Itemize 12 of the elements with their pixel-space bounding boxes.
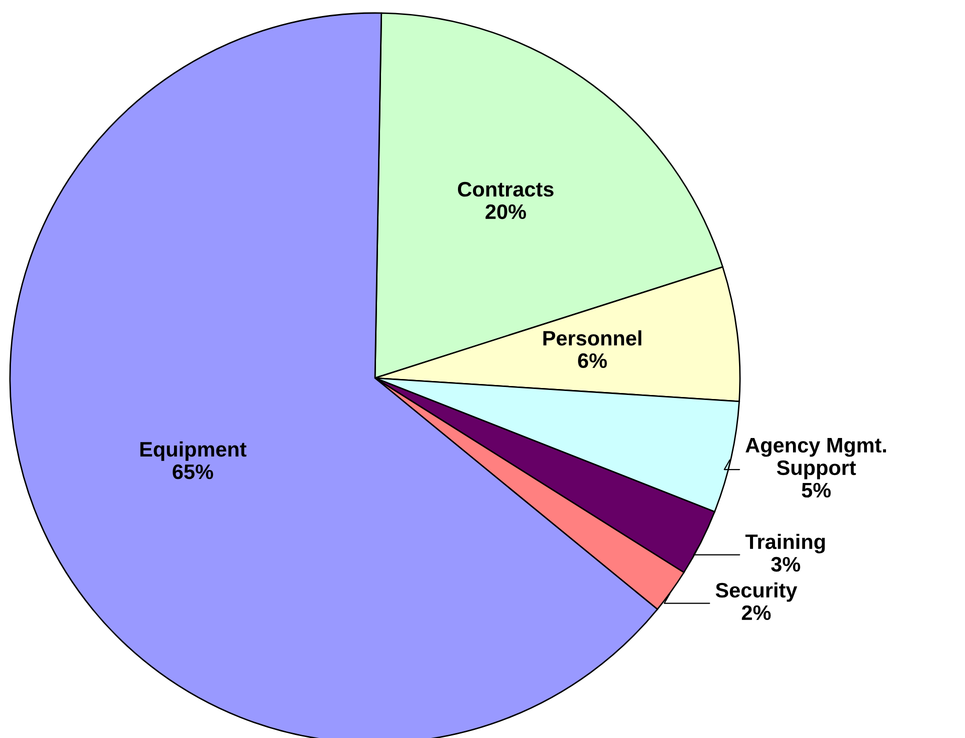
data-label: 6% (578, 353, 607, 368)
slice-label: Security (716, 582, 798, 602)
slice-label: Contracts (458, 182, 554, 197)
data-label: 2% (742, 605, 771, 620)
slice-label: Training (745, 534, 825, 554)
slice-label: Equipment (140, 441, 246, 461)
data-label: 5% (802, 482, 831, 498)
slice-label: Agency Mgmt. Support (746, 438, 886, 480)
slice-label: Personnel (543, 330, 642, 346)
data-label: 20% (486, 204, 526, 220)
data-label: 3% (771, 556, 800, 572)
data-label: 65% (172, 464, 214, 480)
